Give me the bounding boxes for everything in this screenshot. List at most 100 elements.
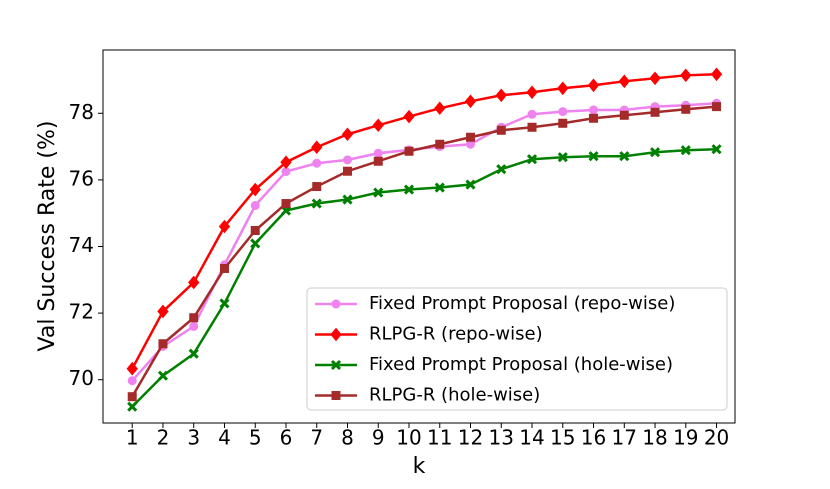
marker [435, 139, 445, 149]
x-tick-label: 9 [372, 426, 385, 450]
marker [710, 67, 723, 82]
marker [189, 313, 199, 323]
legend-marker [331, 299, 341, 309]
marker [558, 118, 568, 128]
x-tick-label: 1 [126, 426, 139, 450]
marker [250, 238, 261, 249]
marker [589, 113, 599, 123]
marker [496, 164, 507, 175]
series-line [131, 73, 717, 370]
marker [188, 348, 199, 359]
marker [281, 199, 291, 209]
marker [465, 179, 476, 190]
marker [403, 109, 415, 124]
marker [680, 68, 692, 83]
marker [249, 182, 261, 197]
marker [157, 370, 169, 381]
marker [312, 158, 322, 168]
legend-marker [331, 391, 341, 400]
legend-box [306, 287, 728, 411]
x-axis-label: k [413, 454, 426, 479]
series-line [131, 105, 717, 398]
legend-label: Fixed Prompt Proposal (repo-wise) [369, 293, 675, 314]
marker [464, 94, 477, 109]
y-tick-label: 72 [69, 300, 94, 324]
marker [680, 145, 691, 156]
x-tick-label: 11 [427, 426, 452, 450]
marker [127, 401, 138, 412]
x-tick-label: 2 [157, 426, 170, 450]
marker [312, 182, 322, 192]
marker [342, 155, 352, 165]
marker [188, 275, 200, 290]
marker [557, 152, 568, 163]
legend-label: Fixed Prompt Proposal (hole-wise) [369, 354, 673, 375]
legend-marker [330, 327, 342, 342]
marker [219, 263, 229, 273]
marker [434, 182, 445, 193]
x-tick-label: 18 [642, 426, 667, 450]
marker [403, 184, 415, 195]
y-axis-label: Val Success Rate (%) [35, 121, 60, 352]
marker [527, 109, 537, 119]
x-tick-label: 10 [396, 426, 421, 450]
series-line [131, 147, 717, 408]
marker [619, 151, 630, 162]
marker [466, 132, 476, 142]
marker [649, 71, 661, 86]
marker [372, 118, 384, 133]
marker [527, 122, 537, 132]
marker [373, 187, 384, 198]
marker [526, 85, 538, 100]
legend-label: RLPG-R (hole-wise) [369, 385, 540, 406]
marker [589, 105, 599, 115]
y-tick-label: 70 [69, 366, 94, 390]
x-tick-label: 4 [218, 426, 231, 450]
x-tick-label: 20 [704, 426, 729, 450]
marker [404, 146, 414, 156]
marker [250, 201, 260, 211]
marker [526, 154, 538, 165]
y-tick-label: 78 [69, 100, 94, 124]
marker [588, 151, 599, 162]
marker [158, 339, 168, 349]
x-tick-label: 8 [341, 426, 354, 450]
x-tick-label: 7 [310, 426, 323, 450]
marker [218, 219, 231, 234]
marker [587, 78, 600, 93]
x-tick-label: 16 [581, 426, 606, 450]
marker [712, 102, 722, 112]
marker [618, 74, 630, 89]
marker [557, 81, 569, 96]
marker [619, 110, 629, 120]
marker [496, 125, 506, 135]
marker [342, 166, 352, 176]
marker [373, 156, 383, 166]
marker [558, 107, 568, 117]
x-tick-label: 14 [519, 426, 544, 450]
marker [280, 155, 292, 170]
marker [649, 147, 661, 158]
legend-marker [330, 359, 342, 371]
marker [219, 298, 230, 309]
marker [157, 304, 169, 319]
marker [127, 376, 137, 386]
marker [311, 198, 322, 209]
marker [126, 361, 138, 376]
x-tick-label: 19 [673, 426, 698, 450]
legend-label: RLPG-R (repo-wise) [369, 324, 543, 345]
x-tick-label: 17 [612, 426, 637, 450]
x-tick-label: 5 [249, 426, 262, 450]
x-tick-label: 12 [458, 426, 483, 450]
y-tick-label: 74 [69, 233, 94, 257]
marker [495, 88, 507, 103]
marker [311, 140, 323, 155]
plot-frame [102, 49, 736, 424]
y-tick-label: 76 [69, 166, 94, 190]
marker [189, 321, 199, 331]
marker [250, 226, 260, 236]
marker [341, 127, 354, 142]
marker [711, 144, 722, 155]
marker [373, 148, 383, 158]
